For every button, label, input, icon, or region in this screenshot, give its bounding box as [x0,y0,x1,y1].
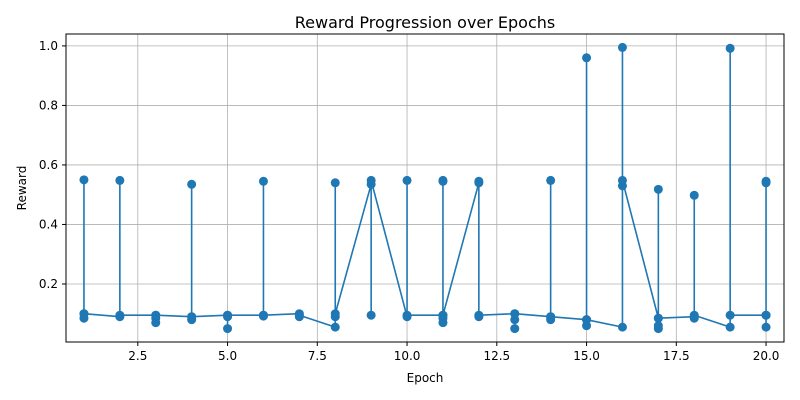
y-tick-label: 0.6 [39,158,58,172]
tick-layer: 2.5 5.0 7.5 10.0 12.5 15.0 17.5 20.0 0.2 0.4 0.6 0.… [39,39,780,363]
data-point [510,324,520,334]
x-tick-label: 5.0 [218,349,237,363]
plot-frame [65,33,785,343]
chart-title: Reward Progression over Epochs [295,13,556,32]
data-point [546,175,556,185]
data-point [689,310,699,320]
data-point [725,322,735,332]
data-point [510,309,520,319]
data-point [294,310,304,320]
data-point [402,310,412,320]
y-axis-label: Reward [15,166,29,211]
data-point [330,322,340,332]
grid-layer [66,34,784,342]
data-point [761,322,771,332]
data-point [617,42,627,52]
x-tick-label: 12.5 [483,349,510,363]
data-point [725,310,735,320]
x-tick-label: 10.0 [394,349,421,363]
data-point [330,309,340,319]
data-point [223,310,233,320]
data-point [725,43,735,53]
x-axis-label: Epoch [407,371,444,385]
data-point [187,312,197,322]
x-tick-label: 15.0 [573,349,600,363]
x-tick-label: 2.5 [128,349,147,363]
x-tick-label: 20.0 [753,349,780,363]
data-point [474,310,484,320]
data-point [115,310,125,320]
data-point [366,310,376,320]
data-point [187,179,197,189]
data-point [617,322,627,332]
data-point [546,312,556,322]
data-point [474,176,484,186]
data-point [223,324,233,334]
data-point [653,321,663,331]
data-point [258,310,268,320]
data-point [582,315,592,325]
x-tick-label: 7.5 [308,349,327,363]
data-point [366,175,376,185]
y-tick-label: 0.8 [39,98,58,112]
data-point [761,310,771,320]
data-point [653,313,663,323]
data-point [617,175,627,185]
data-point [151,310,161,320]
data-point [258,176,268,186]
series-layer [79,42,771,334]
data-point [402,175,412,185]
y-tick-label: 0.4 [39,217,58,231]
data-point [761,178,771,188]
data-point [438,176,448,186]
series-line [83,46,767,330]
data-point [582,53,592,63]
y-tick-label: 1.0 [39,39,58,53]
data-point [79,309,89,319]
data-point [438,310,448,320]
x-tick-label: 17.5 [663,349,690,363]
data-point [115,175,125,185]
data-point [79,175,89,185]
data-point [653,184,663,194]
data-point [689,190,699,200]
y-tick-label: 0.2 [39,277,58,291]
data-point [330,178,340,188]
